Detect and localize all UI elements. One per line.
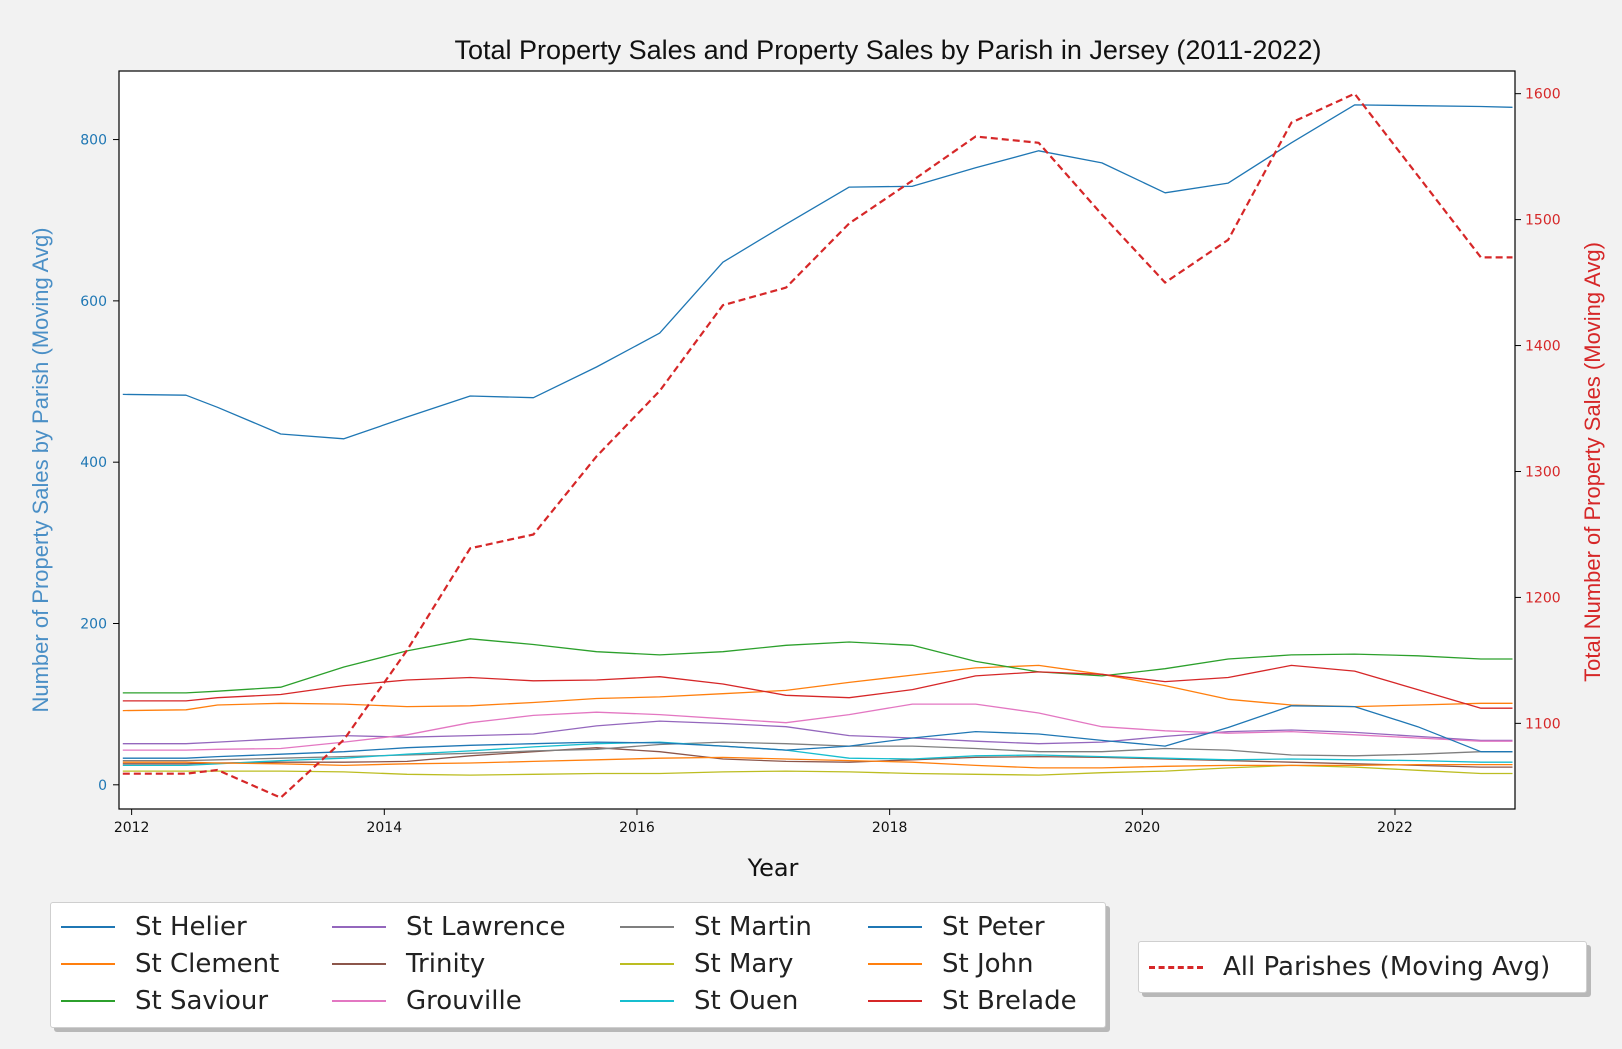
- left-y-axis-label: Number of Property Sales by Parish (Movi…: [28, 227, 53, 712]
- series-line-st-brelade: [122, 664, 1513, 709]
- left-y-tick-label: 400: [80, 455, 107, 471]
- legend-item-st-clement: St Clement: [61, 946, 279, 982]
- legend-item-st-saviour: St Saviour: [61, 983, 268, 1019]
- legend-item-grouville: Grouville: [332, 983, 522, 1019]
- legend-swatch: [868, 963, 922, 965]
- legend-item-st-helier: St Helier: [61, 909, 247, 945]
- legend-item-st-ouen: St Ouen: [620, 983, 798, 1019]
- legend-swatch: [1149, 965, 1203, 969]
- legend-label: Grouville: [406, 986, 522, 1016]
- right-y-axis-label: Total Number of Property Sales (Moving A…: [1580, 242, 1605, 682]
- left-y-tick-label: 200: [80, 616, 107, 632]
- right-y-tick-label: 1200: [1525, 590, 1561, 606]
- right-y-axis: 1100 1200 1300 1400 1500 1600: [1515, 87, 1561, 732]
- legend-label: St Peter: [942, 912, 1045, 942]
- legend-label: St John: [942, 949, 1034, 979]
- right-y-tick-label: 1300: [1525, 464, 1561, 480]
- legend-item-st-lawrence: St Lawrence: [332, 909, 566, 945]
- legend-label: St Martin: [694, 912, 812, 942]
- legend-swatch: [61, 963, 115, 965]
- legend-swatch: [332, 963, 386, 965]
- series-line-all-parishes: [122, 92, 1513, 799]
- left-y-tick-label: 0: [98, 778, 107, 794]
- x-tick-label: 2014: [366, 820, 402, 836]
- parish-legend: St Helier St Clement St Saviour St Lawrence…: [50, 902, 1106, 1028]
- legend-label: St Ouen: [694, 986, 799, 1016]
- left-y-tick-label: 600: [80, 294, 107, 310]
- legend-label: St Clement: [135, 949, 280, 979]
- legend-label: St Saviour: [135, 986, 269, 1016]
- x-tick-label: 2018: [872, 820, 908, 836]
- total-legend: All Parishes (Moving Avg): [1138, 941, 1587, 993]
- legend-swatch: [61, 926, 115, 928]
- legend-label: Trinity: [406, 949, 486, 979]
- legend-item-st-brelade: St Brelade: [868, 983, 1077, 1019]
- legend-swatch: [620, 963, 674, 965]
- legend-swatch: [620, 926, 674, 928]
- legend-label: All Parishes (Moving Avg): [1223, 952, 1551, 982]
- legend-item-st-mary: St Mary: [620, 946, 793, 982]
- x-tick-label: 2020: [1124, 820, 1160, 836]
- legend-label: St Mary: [694, 949, 794, 979]
- legend-swatch: [61, 1000, 115, 1002]
- series-lines: [122, 92, 1513, 799]
- plot-frame: [118, 70, 1516, 810]
- series-line-st-saviour: [122, 638, 1513, 694]
- legend-swatch: [868, 926, 922, 928]
- legend-swatch: [868, 1000, 922, 1002]
- series-line-st-peter: [122, 705, 1513, 759]
- series-line-st-helier: [122, 104, 1513, 440]
- right-y-tick-label: 1600: [1525, 87, 1561, 103]
- legend-item-st-martin: St Martin: [620, 909, 812, 945]
- x-tick-label: 2016: [619, 820, 655, 836]
- x-tick-label: 2012: [114, 820, 150, 836]
- series-line-grouville: [122, 703, 1513, 751]
- x-axis-label: Year: [747, 854, 799, 882]
- chart-title: Total Property Sales and Property Sales …: [455, 35, 1322, 65]
- left-y-tick-label: 800: [80, 133, 107, 149]
- series-line-st-ouen: [122, 741, 1513, 767]
- right-y-tick-label: 1400: [1525, 339, 1561, 355]
- legend-item-st-john: St John: [868, 946, 1034, 982]
- legend-swatch: [332, 1000, 386, 1002]
- series-line-trinity: [122, 747, 1513, 768]
- legend-label: St Lawrence: [406, 912, 566, 942]
- legend-swatch: [620, 1000, 674, 1002]
- legend-item-trinity: Trinity: [332, 946, 485, 982]
- left-y-axis: 0 200 400 600 800: [80, 133, 119, 794]
- legend-item-st-peter: St Peter: [868, 909, 1045, 945]
- series-line-st-john: [122, 756, 1513, 769]
- legend-label: St Brelade: [942, 986, 1077, 1016]
- x-axis: 2012 2014 2016 2018 2020 2022: [114, 809, 1413, 836]
- legend-swatch: [332, 926, 386, 928]
- x-tick-label: 2022: [1377, 820, 1413, 836]
- legend-item-all-parishes: All Parishes (Moving Avg): [1149, 949, 1550, 985]
- series-line-st-martin: [122, 741, 1513, 762]
- series-line-st-clement: [122, 664, 1513, 712]
- series-line-st-lawrence: [122, 720, 1513, 745]
- right-y-tick-label: 1100: [1525, 716, 1561, 732]
- legend-label: St Helier: [135, 912, 247, 942]
- right-y-tick-label: 1500: [1525, 213, 1561, 229]
